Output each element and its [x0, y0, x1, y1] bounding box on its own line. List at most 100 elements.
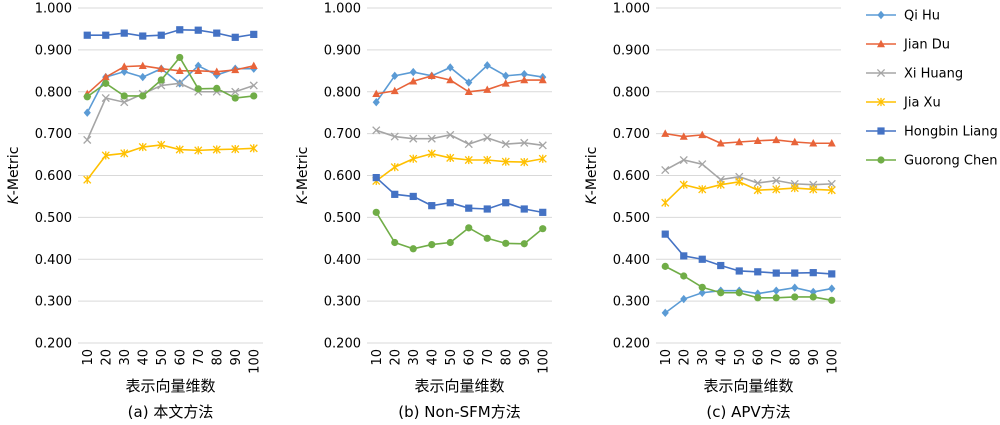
- data-point: [391, 190, 399, 198]
- y-axis-label-prefix: K: [584, 193, 600, 204]
- data-point: [409, 134, 418, 143]
- x-axis-title: 表示向量维数: [703, 377, 793, 395]
- data-point: [502, 71, 510, 81]
- data-point: [680, 252, 688, 260]
- data-point: [372, 98, 380, 107]
- x-tick-label: 60: [751, 349, 766, 366]
- data-point: [538, 75, 547, 84]
- data-point: [539, 208, 547, 216]
- legend-item: Jian Du: [866, 38, 950, 53]
- data-point: [772, 269, 780, 277]
- legend-label: Xi Huang: [904, 67, 963, 82]
- y-tick-label: 0.900: [613, 43, 650, 58]
- series-line: [375, 152, 543, 182]
- data-point: [809, 185, 818, 194]
- series-hongbin-liang: [83, 26, 258, 41]
- data-point: [679, 155, 688, 165]
- legend-label: Hongbin Liang: [904, 125, 998, 140]
- data-point: [212, 67, 221, 75]
- data-point: [409, 245, 417, 253]
- data-point: [102, 79, 110, 87]
- data-point: [231, 87, 240, 96]
- data-point: [446, 238, 454, 247]
- y-tick-label: 0.600: [35, 169, 72, 184]
- series-line: [664, 265, 832, 302]
- x-tick-label: 40: [714, 349, 729, 366]
- x-tick-label: 30: [407, 349, 422, 366]
- y-axis-label: K-Metric: [584, 147, 600, 205]
- y-axis-label-suffix: -Metric: [295, 147, 311, 196]
- legend-marker: [877, 39, 885, 48]
- y-axis-label-suffix: -Metric: [584, 147, 600, 196]
- y-axis-label: K-Metric: [6, 147, 22, 205]
- x-tick-label: 10: [370, 349, 385, 366]
- x-tick-label: 100: [825, 349, 840, 374]
- data-point: [465, 204, 473, 212]
- data-point: [790, 183, 799, 193]
- series-line: [86, 56, 254, 99]
- data-point: [717, 261, 725, 270]
- panel-caption: (a) 本文方法: [128, 403, 214, 421]
- x-tick-label: 60: [462, 349, 477, 366]
- data-point: [680, 272, 688, 280]
- data-point: [538, 141, 547, 150]
- y-tick-label: 0.700: [613, 127, 650, 142]
- legend-marker: [877, 127, 885, 135]
- data-point: [538, 154, 547, 163]
- data-point: [754, 268, 762, 276]
- data-point: [735, 177, 744, 186]
- data-point: [698, 185, 707, 194]
- y-tick-label: 0.200: [613, 337, 650, 352]
- data-point: [157, 140, 166, 150]
- series-line: [665, 132, 832, 145]
- y-tick-label: 0.700: [35, 127, 72, 142]
- data-point: [483, 234, 491, 242]
- data-point: [828, 296, 836, 304]
- legend-item: Guorong Chen: [866, 154, 997, 169]
- data-point: [483, 205, 491, 213]
- data-point: [372, 173, 380, 182]
- y-axis-label-suffix: -Metric: [6, 147, 22, 196]
- y-tick-label: 1.000: [613, 2, 650, 17]
- data-point: [791, 269, 799, 277]
- data-point: [661, 165, 670, 175]
- data-point: [176, 26, 184, 34]
- x-tick-label: 80: [210, 349, 225, 366]
- x-tick-label: 100: [536, 349, 551, 374]
- y-axis-label-prefix: K: [6, 193, 22, 204]
- data-point: [139, 92, 147, 100]
- legend-label: Qi Hu: [904, 9, 940, 24]
- x-tick-label: 30: [696, 349, 711, 366]
- data-point: [120, 62, 129, 70]
- y-tick-label: 0.400: [35, 253, 72, 268]
- data-point: [809, 269, 817, 277]
- data-point: [428, 202, 436, 210]
- data-point: [716, 139, 725, 147]
- data-point: [754, 294, 762, 302]
- data-point: [120, 149, 129, 158]
- data-point: [520, 158, 529, 167]
- legend-label: Jia Xu: [903, 96, 941, 111]
- panel-caption: (b) Non-SFM方法: [398, 403, 520, 421]
- data-point: [120, 92, 128, 100]
- y-tick-label: 0.200: [324, 337, 361, 352]
- data-point: [735, 267, 743, 275]
- data-point: [735, 289, 743, 297]
- data-point: [828, 284, 836, 293]
- data-point: [175, 66, 184, 75]
- data-point: [101, 93, 110, 103]
- data-point: [390, 86, 399, 95]
- data-point: [483, 61, 491, 70]
- data-point: [698, 130, 707, 139]
- data-point: [698, 288, 706, 297]
- data-point: [698, 255, 706, 263]
- series-jia-xu: [83, 140, 258, 184]
- y-tick-label: 0.500: [35, 211, 72, 226]
- data-point: [483, 155, 492, 165]
- data-point: [679, 132, 688, 140]
- series-line: [86, 144, 254, 181]
- data-point: [83, 108, 91, 117]
- series-line: [375, 177, 543, 214]
- x-tick-label: 40: [136, 349, 151, 366]
- data-point: [661, 230, 669, 238]
